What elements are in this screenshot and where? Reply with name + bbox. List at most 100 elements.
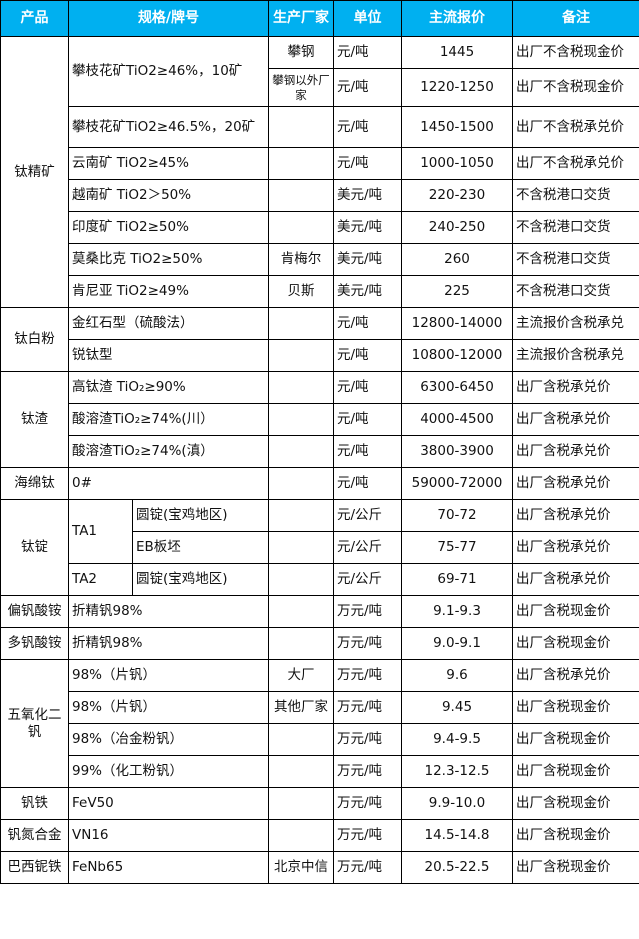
- note-cell: 出厂含税现金价: [512, 595, 639, 628]
- maker-cell: [268, 307, 334, 340]
- spec-cell: FeNb65: [68, 851, 269, 884]
- unit-cell: 元/吨: [333, 307, 402, 340]
- price-cell: 6300-6450: [401, 371, 513, 404]
- spec-cell: 98%（冶金粉钒）: [68, 723, 269, 756]
- note-cell: 出厂含税承兑价: [512, 435, 639, 468]
- spec-cell: 99%（化工粉钒）: [68, 755, 269, 788]
- table-row: 钛渣 高钛渣 TiO₂≥90% 元/吨 6300-6450 出厂含税承兑价: [0, 371, 639, 468]
- header-note: 备注: [512, 0, 639, 37]
- spec-cell: 98%（片钒）: [68, 691, 269, 724]
- table-row: EB板坯 元/公斤 75-77 出厂含税承兑价: [1, 531, 639, 564]
- unit-cell: 元/吨: [333, 371, 402, 404]
- header-product: 产品: [0, 0, 69, 37]
- price-cell: 1450-1500: [401, 106, 513, 148]
- maker-cell: [268, 211, 334, 244]
- unit-cell: 元/公斤: [333, 499, 402, 532]
- price-cell: 14.5-14.8: [401, 819, 513, 852]
- table-row: 钒氮合金 VN16 万元/吨 14.5-14.8 出厂含税现金价: [0, 819, 639, 852]
- unit-cell: 万元/吨: [333, 659, 402, 692]
- table-row: 云南矿 TiO2≥45% 元/吨 1000-1050 出厂不含税承兑价: [1, 147, 639, 180]
- spec-cell: FeV50: [68, 787, 269, 820]
- unit-cell: 元/吨: [333, 36, 402, 69]
- note-cell: 出厂含税承兑价: [512, 531, 639, 564]
- note-cell: 出厂不含税承兑价: [512, 147, 639, 180]
- sub-spec-cell: 圆锭(宝鸡地区): [132, 499, 269, 532]
- table-row: 钛锭 TA1 圆锭(宝鸡地区) 元/公斤 70-72 出厂含税承兑价: [0, 499, 639, 596]
- note-cell: 出厂含税承兑价: [512, 371, 639, 404]
- table-row: 多钒酸铵 折精钒98% 万元/吨 9.0-9.1 出厂含税现金价: [0, 627, 639, 660]
- price-table: 产品 规格/牌号 生产厂家 单位 主流报价 备注 钛精矿 攀枝花矿TiO2≥46%…: [0, 0, 639, 884]
- price-cell: 4000-4500: [401, 403, 513, 436]
- unit-cell: 万元/吨: [333, 595, 402, 628]
- note-cell: 不含税港口交货: [512, 179, 639, 212]
- header-price: 主流报价: [401, 0, 513, 37]
- table-body: 钛精矿 攀枝花矿TiO2≥46%，10矿 攀钢 元/吨 1445 出厂不含税现金价 攀钢以外…: [0, 36, 639, 884]
- maker-cell: [268, 755, 334, 788]
- maker-cell: 肯梅尔: [268, 243, 334, 276]
- header-spec: 规格/牌号: [68, 0, 269, 37]
- product-cell: 钛锭: [0, 499, 69, 596]
- price-cell: 12800-14000: [401, 307, 513, 340]
- note-cell: 出厂含税承兑价: [512, 499, 639, 532]
- price-cell: 20.5-22.5: [401, 851, 513, 884]
- price-cell: 1220-1250: [401, 68, 513, 107]
- header-unit: 单位: [333, 0, 402, 37]
- price-cell: 9.4-9.5: [401, 723, 513, 756]
- price-cell: 220-230: [401, 179, 513, 212]
- product-cell: 巴西铌铁: [0, 851, 69, 884]
- note-cell: 出厂含税承兑价: [512, 659, 639, 692]
- unit-cell: 万元/吨: [333, 755, 402, 788]
- maker-cell: 攀钢: [268, 36, 334, 69]
- maker-cell: 大厂: [268, 659, 334, 692]
- price-cell: 69-71: [401, 563, 513, 596]
- table-row: 肯尼亚 TiO2≥49% 贝斯 美元/吨 225 不含税港口交货: [1, 275, 639, 308]
- table-row: 钒铁 FeV50 万元/吨 9.9-10.0 出厂含税现金价: [0, 787, 639, 820]
- price-cell: 3800-3900: [401, 435, 513, 468]
- maker-cell: [268, 499, 334, 532]
- product-cell: 钛白粉: [0, 307, 69, 372]
- price-cell: 9.1-9.3: [401, 595, 513, 628]
- unit-cell: 元/吨: [333, 339, 402, 372]
- price-cell: 12.3-12.5: [401, 755, 513, 788]
- price-cell: 1000-1050: [401, 147, 513, 180]
- table-row: 巴西铌铁 FeNb65 北京中信 万元/吨 20.5-22.5 出厂含税现金价: [0, 851, 639, 884]
- price-cell: 240-250: [401, 211, 513, 244]
- unit-cell: 万元/吨: [333, 627, 402, 660]
- spec-cell: 98%（片钒）: [68, 659, 269, 692]
- header-maker: 生产厂家: [268, 0, 334, 37]
- unit-cell: 万元/吨: [333, 787, 402, 820]
- spec-cell: 折精钒98%: [68, 627, 269, 660]
- maker-cell: [268, 787, 334, 820]
- unit-cell: 元/吨: [333, 435, 402, 468]
- table-row: 酸溶渣TiO₂≥74%(川） 元/吨 4000-4500 出厂含税承兑价: [1, 403, 639, 436]
- maker-cell: [268, 627, 334, 660]
- spec-cell: 攀枝花矿TiO2≥46%，10矿: [68, 36, 269, 107]
- table-row: TA2 圆锭(宝鸡地区) 元/公斤 69-71 出厂含税承兑价: [1, 563, 639, 596]
- note-cell: 出厂含税现金价: [512, 851, 639, 884]
- price-cell: 9.9-10.0: [401, 787, 513, 820]
- product-cell: 钒氮合金: [0, 819, 69, 852]
- note-cell: 出厂不含税现金价: [512, 36, 639, 69]
- unit-cell: 元/吨: [333, 403, 402, 436]
- table-row: 98%（冶金粉钒） 万元/吨 9.4-9.5 出厂含税现金价: [1, 723, 639, 756]
- table-row: 锐钛型 元/吨 10800-12000 主流报价含税承兑: [1, 339, 639, 372]
- header-row: 产品 规格/牌号 生产厂家 单位 主流报价 备注: [0, 0, 639, 37]
- maker-cell: [268, 371, 334, 404]
- price-cell: 1445: [401, 36, 513, 69]
- unit-cell: 元/吨: [333, 467, 402, 500]
- spec-cell: 肯尼亚 TiO2≥49%: [68, 275, 269, 308]
- spec-cell: 折精钒98%: [68, 595, 269, 628]
- maker-cell: 攀钢以外厂家: [268, 68, 334, 107]
- note-cell: 主流报价含税承兑: [512, 307, 639, 340]
- note-cell: 不含税港口交货: [512, 243, 639, 276]
- price-cell: 59000-72000: [401, 467, 513, 500]
- unit-cell: 元/公斤: [333, 531, 402, 564]
- unit-cell: 万元/吨: [333, 851, 402, 884]
- table-row: 钛精矿 攀枝花矿TiO2≥46%，10矿 攀钢 元/吨 1445 出厂不含税现金价: [0, 36, 639, 308]
- table-row: 莫桑比克 TiO2≥50% 肯梅尔 美元/吨 260 不含税港口交货: [1, 243, 639, 276]
- note-cell: 主流报价含税承兑: [512, 339, 639, 372]
- product-cell: 钛精矿: [0, 36, 69, 308]
- unit-cell: 元/吨: [333, 147, 402, 180]
- product-cell: 五氧化二钒: [0, 659, 69, 788]
- note-cell: 出厂含税现金价: [512, 755, 639, 788]
